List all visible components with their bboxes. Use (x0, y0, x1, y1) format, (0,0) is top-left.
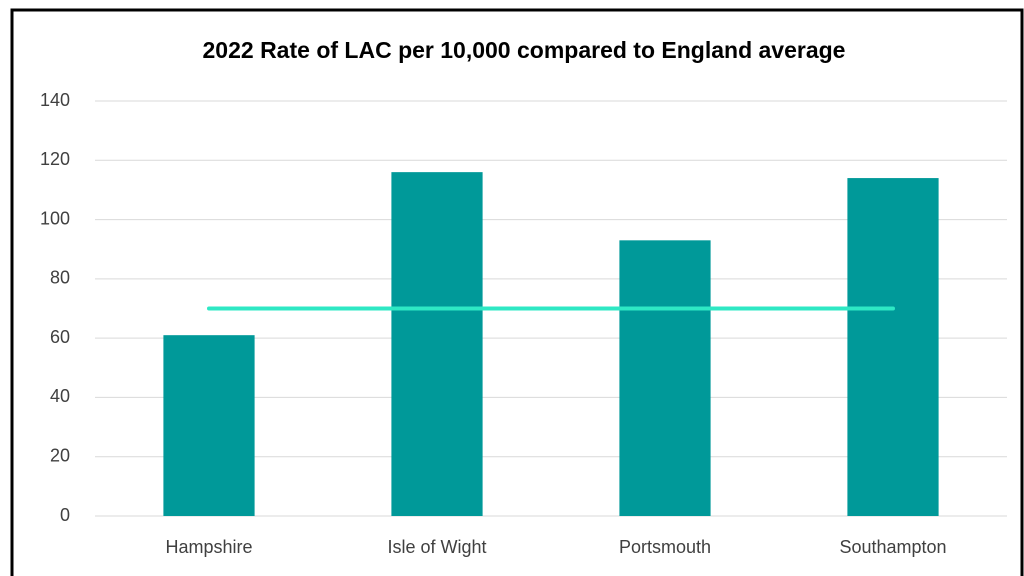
x-tick-label: Isle of Wight (387, 537, 486, 557)
y-tick-label: 20 (50, 445, 70, 465)
y-tick-label: 140 (40, 90, 70, 110)
y-tick-label: 60 (50, 327, 70, 347)
bar (163, 335, 255, 516)
y-tick-label: 40 (50, 386, 70, 406)
x-tick-label: Southampton (839, 537, 946, 557)
y-tick-label: 0 (60, 505, 70, 525)
y-tick-label: 120 (40, 149, 70, 169)
x-tick-label: Portsmouth (619, 537, 711, 557)
chart-title: 2022 Rate of LAC per 10,000 compared to … (203, 37, 846, 63)
bar (391, 172, 483, 516)
y-tick-label: 100 (40, 208, 70, 228)
bar (847, 178, 939, 517)
x-tick-label: Hampshire (165, 537, 252, 557)
y-tick-label: 80 (50, 268, 70, 288)
bar (619, 240, 711, 517)
